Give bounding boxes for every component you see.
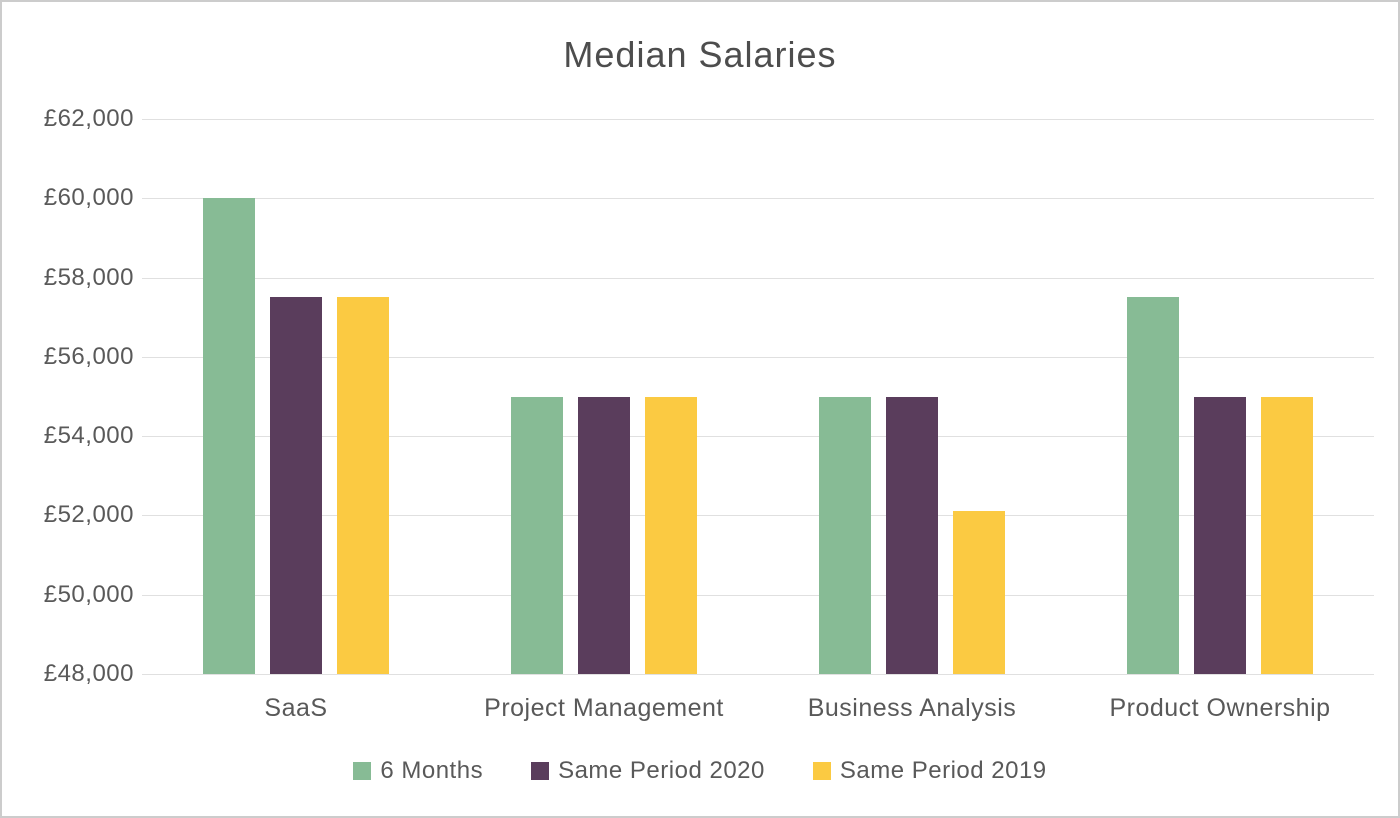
bar-business-analysis-6-months [819,396,871,674]
bar-business-analysis-same-period-2019 [953,511,1005,674]
bar-group-saas [142,119,450,674]
legend-swatch-icon [353,762,372,780]
legend-item-same-period-2019: Same Period 2019 [812,757,1047,785]
legend-label: 6 Months [380,757,484,784]
bar-group-product-ownership [1066,119,1374,674]
bar-groups [142,119,1374,674]
bar-saas-same-period-2019 [337,297,389,674]
bar-project-management-same-period-2020 [578,396,630,674]
gridline [142,198,1374,200]
y-tick-label: £58,000 [43,263,134,291]
x-axis: SaaS Project Management Business Analysis P… [142,694,1374,723]
bar-business-analysis-same-period-2020 [886,396,938,674]
gridline [142,674,1374,675]
y-tick-label: £60,000 [43,184,134,212]
gridline [142,594,1374,596]
y-axis: £62,000 £60,000 £58,000 £56,000 £54,000 £52,0… [2,105,134,687]
gridline [142,515,1374,517]
legend-item-same-period-2020: Same Period 2020 [531,757,765,785]
bar-project-management-6-months [511,396,563,674]
bar-project-management-same-period-2019 [645,396,697,674]
bar-product-ownership-same-period-2019 [1261,396,1313,674]
chart-title: Median Salaries [563,34,837,75]
x-tick-label-saas: SaaS [264,694,328,722]
legend: 6 Months Same Period 2020 Same Period 2019 [2,757,1398,785]
legend-swatch-icon [812,762,831,780]
plot-area [142,119,1374,675]
y-tick-label: £50,000 [43,580,134,608]
gridline [142,436,1374,438]
legend-item-6-months: 6 Months [353,757,483,785]
bar-saas-same-period-2020 [270,297,322,674]
bar-saas-6-months [203,198,255,674]
legend-label: Same Period 2020 [558,757,765,784]
bar-group-project-management [450,119,758,674]
x-tick-label-project-management: Project Management [484,694,724,722]
legend-label: Same Period 2019 [839,757,1047,784]
y-tick-label: £54,000 [43,422,134,450]
y-tick-label: £56,000 [43,342,134,370]
y-tick-label: £62,000 [43,105,134,132]
bar-product-ownership-same-period-2020 [1194,396,1246,674]
bar-group-business-analysis [758,119,1066,674]
gridline [142,356,1374,358]
y-tick-label: £52,000 [43,501,134,529]
gridline [142,277,1374,279]
gridline [142,119,1374,120]
x-tick-label-product-ownership: Product Ownership [1109,694,1331,722]
y-tick-label: £48,000 [43,660,134,687]
legend-swatch-icon [531,762,550,780]
x-tick-label-business-analysis: Business Analysis [807,694,1017,722]
bar-product-ownership-6-months [1127,297,1179,674]
